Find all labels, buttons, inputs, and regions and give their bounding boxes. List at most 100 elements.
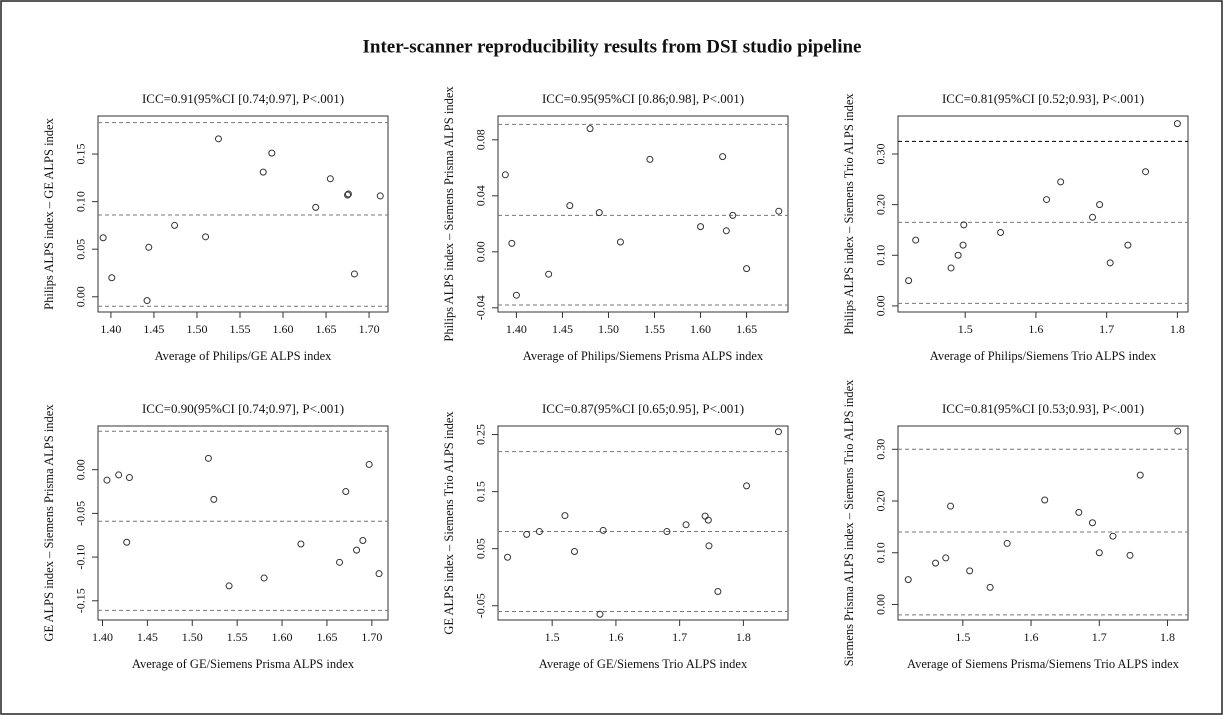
data-point [103,476,111,484]
y-axis-label: Philips ALPS index – GE ALPS index [42,117,56,309]
y-axis-label: Philips ALPS index – Siemens Trio ALPS i… [842,93,856,335]
data-point [1124,241,1132,249]
x-tick-label: 1.8 [736,630,751,644]
data-point [375,570,383,578]
data-point [905,277,913,285]
data-point [365,460,373,468]
x-tick-label: 1.6 [1028,322,1043,336]
panel-title: ICC=0.81(95%CI [0.53;0.93], P<.001) [942,401,1144,416]
data-point [1174,427,1182,435]
data-point [704,516,712,524]
x-tick-label: 1.8 [1160,630,1175,644]
data-point [599,526,607,534]
x-tick-label: 1.60 [273,322,294,336]
x-tick-label: 1.6 [1024,630,1039,644]
y-tick-label: 0.20 [874,194,888,215]
data-point [1043,196,1051,204]
data-point [1041,496,1049,504]
data-point [376,192,384,200]
data-point [214,135,222,143]
data-point [123,538,131,546]
x-tick-label: 1.8 [1170,322,1185,336]
data-point [225,582,233,590]
panel-title: ICC=0.91(95%CI [0.74;0.97], P<.001) [142,91,344,106]
y-tick-label: 0.20 [874,491,888,512]
data-point [697,223,705,231]
data-point [260,574,268,582]
data-point [1089,213,1097,221]
data-point [1109,532,1117,540]
y-tick-label: 0.04 [474,185,488,206]
data-point [268,149,276,157]
x-tick-label: 1.6 [608,630,623,644]
data-point [959,241,967,249]
data-point [912,236,920,244]
y-axis-label: Siemens Prisma ALPS index – Siemens Trio… [842,379,856,667]
data-point [729,211,737,219]
plot-frame [497,425,789,621]
data-point [353,546,361,554]
y-tick-label: -0.04 [474,295,488,320]
x-tick-label: 1.60 [272,630,293,644]
data-point [1088,519,1096,527]
data-point [682,521,690,529]
y-axis-label: Philips ALPS index – Siemens Prisma ALPS… [442,86,456,342]
data-point [966,567,974,575]
x-tick-label: 1.70 [361,630,382,644]
x-tick-label: 1.45 [552,322,573,336]
data-point [596,610,604,618]
y-tick-label: 0.25 [474,424,488,445]
data-point [143,297,151,305]
y-tick-label: 0.05 [474,538,488,559]
data-point [125,474,133,482]
data-point [570,548,578,556]
panel-title: ICC=0.90(95%CI [0.74;0.97], P<.001) [142,401,344,416]
data-point [359,536,367,544]
data-point [663,528,671,536]
x-axis-label: Average of Philips/Siemens Trio ALPS ind… [930,349,1157,363]
data-point [719,153,727,161]
data-point [986,583,994,591]
x-tick-label: 1.40 [506,322,527,336]
y-tick-label: -0.10 [74,545,88,570]
data-point [774,428,782,436]
y-tick-label: 0.00 [874,594,888,615]
y-tick-label: 0.15 [74,144,88,165]
x-axis-label: Average of Philips/GE ALPS index [155,349,333,363]
x-tick-label: 1.5 [958,322,973,336]
x-tick-label: 1.55 [229,322,250,336]
y-axis-label: GE ALPS index – Siemens Prisma ALPS inde… [42,404,56,642]
data-point [1057,178,1065,186]
data-point [297,540,305,548]
data-point [1095,549,1103,557]
plot-frame [897,115,1189,313]
data-point [947,264,955,272]
data-point [336,558,344,566]
data-point [523,530,531,538]
data-point [210,495,218,503]
data-point [646,155,654,163]
data-point [350,270,358,278]
x-tick-label: 1.70 [359,322,380,336]
data-point [115,471,123,479]
data-point [344,191,352,199]
panel-title: ICC=0.95(95%CI [0.86;0.98], P<.001) [542,91,744,106]
y-tick-label: -0.05 [474,593,488,618]
x-tick-label: 1.5 [955,630,970,644]
data-point [942,554,950,562]
x-tick-label: 1.65 [316,630,337,644]
data-point [960,221,968,229]
x-tick-label: 1.5 [545,630,560,644]
x-axis-label: Average of Siemens Prisma/Siemens Trio A… [907,657,1180,671]
y-tick-label: 0.10 [874,245,888,266]
data-point [722,227,730,235]
data-point [145,243,153,251]
x-tick-label: 1.7 [1099,322,1114,336]
data-point [535,528,543,536]
data-point [344,190,352,198]
x-tick-label: 1.7 [672,630,687,644]
x-tick-label: 1.7 [1092,630,1107,644]
data-point [714,587,722,595]
